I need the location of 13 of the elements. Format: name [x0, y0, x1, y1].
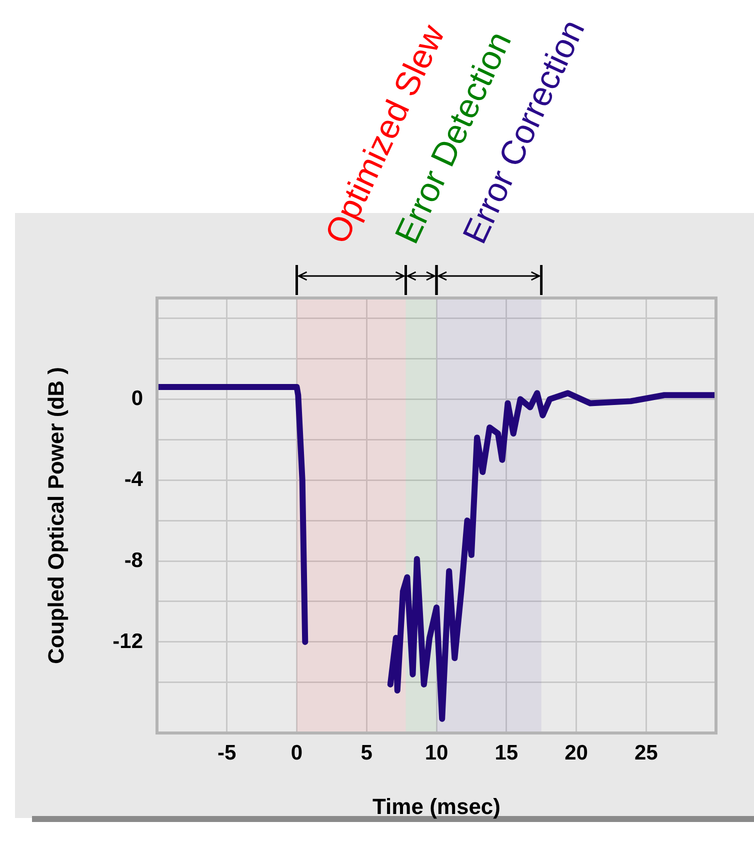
x-tick-label: 5	[360, 741, 373, 764]
y-tick-label: -12	[112, 630, 143, 653]
x-tick-label: 15	[494, 741, 518, 764]
x-tick-label: 20	[564, 741, 588, 764]
y-tick-label: -8	[124, 548, 144, 572]
x-axis-title: Time (msec)	[372, 794, 500, 819]
y-tick-label: -4	[124, 468, 144, 491]
y-axis-title: Coupled Optical Power (dB )	[43, 366, 68, 664]
x-tick-label: 10	[424, 741, 448, 764]
x-tick-label: -5	[218, 741, 237, 764]
y-tick-label: 0	[131, 386, 143, 410]
x-tick-label: 0	[290, 741, 303, 764]
x-tick-label: 25	[634, 741, 658, 764]
